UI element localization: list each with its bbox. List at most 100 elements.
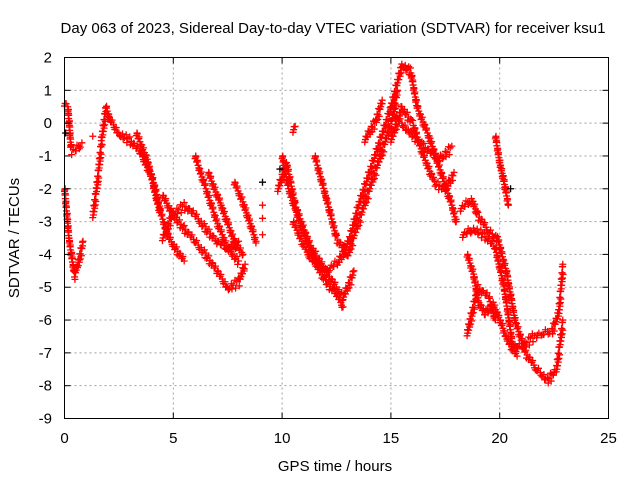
data-point [363,193,371,201]
data-point [559,270,567,278]
data-point [200,176,208,184]
data-point [347,240,355,248]
data-point [74,262,82,270]
data-point [559,326,567,334]
data-point [556,351,564,359]
data-point [491,316,499,324]
data-point [372,116,380,124]
data-point [477,234,485,242]
data-point [527,334,535,342]
data-point [76,143,84,151]
data-point [358,192,366,200]
data-point [512,319,520,327]
data-point [94,172,102,180]
data-point [554,356,562,364]
data-point [78,139,86,147]
data-point [203,188,211,196]
data-point [276,182,284,190]
data-point [481,219,489,227]
data-point [445,151,453,159]
data-point [179,222,187,230]
data-point [529,356,537,364]
data-point [162,195,170,203]
data-point [92,198,100,206]
data-point [236,244,244,252]
data-point [375,139,383,147]
data-point [62,129,70,137]
data-point [410,130,418,138]
data-point [401,121,409,129]
data-point [333,231,340,239]
data-point [192,153,200,161]
data-point [423,124,431,132]
data-point [449,172,457,180]
data-point [235,282,243,290]
data-point [204,193,212,201]
data-point [207,172,215,180]
data-point [439,173,447,181]
data-point [197,168,205,176]
data-point [291,199,299,207]
data-point [377,152,385,160]
data-point [350,267,358,275]
data-point [380,148,388,156]
data-point [383,135,391,143]
data-point [420,139,428,147]
data-point [160,219,168,227]
data-point [156,207,164,215]
data-point [336,238,344,246]
data-point [173,243,181,251]
data-point [228,285,236,293]
data-point [473,208,481,216]
data-point [240,265,248,273]
data-point [234,260,242,268]
data-point [469,304,477,312]
data-point [525,341,533,349]
data-point [122,131,130,139]
data-point [189,207,197,215]
data-point [200,220,208,228]
data-point [465,321,473,329]
data-point [380,127,388,135]
data-point [75,145,83,153]
data-point [330,263,338,271]
y-tick-label: -9 [39,411,52,428]
data-point [378,146,386,154]
data-point [409,117,417,125]
data-point [223,216,231,224]
data-point [240,201,248,209]
data-point [479,287,487,295]
data-point [344,285,352,293]
data-point [467,262,475,270]
data-point [447,196,455,204]
y-tick-label: -6 [39,312,52,329]
data-point [513,352,521,360]
data-point [559,260,567,268]
data-point [547,377,555,385]
data-point [464,251,472,259]
data-point [93,178,101,186]
data-point [215,237,223,245]
data-point [103,102,111,110]
data-point [142,152,150,160]
data-point [367,181,375,189]
y-axis-label: SDTVAR / TECUs [6,178,23,298]
data-point [76,250,84,258]
data-point [205,225,213,233]
data-point [220,208,228,216]
data-point [514,323,522,331]
data-point [374,145,382,153]
data-point [292,222,300,230]
data-point [349,242,357,250]
data-point [351,216,359,224]
data-point [211,183,219,191]
data-point [219,204,227,212]
data-point [474,281,482,289]
data-point [438,169,446,177]
data-point [504,201,512,209]
data-point [244,212,252,220]
data-point [96,149,104,157]
data-point [525,353,533,361]
y-tick-label: -5 [39,279,52,296]
data-point [239,250,247,258]
